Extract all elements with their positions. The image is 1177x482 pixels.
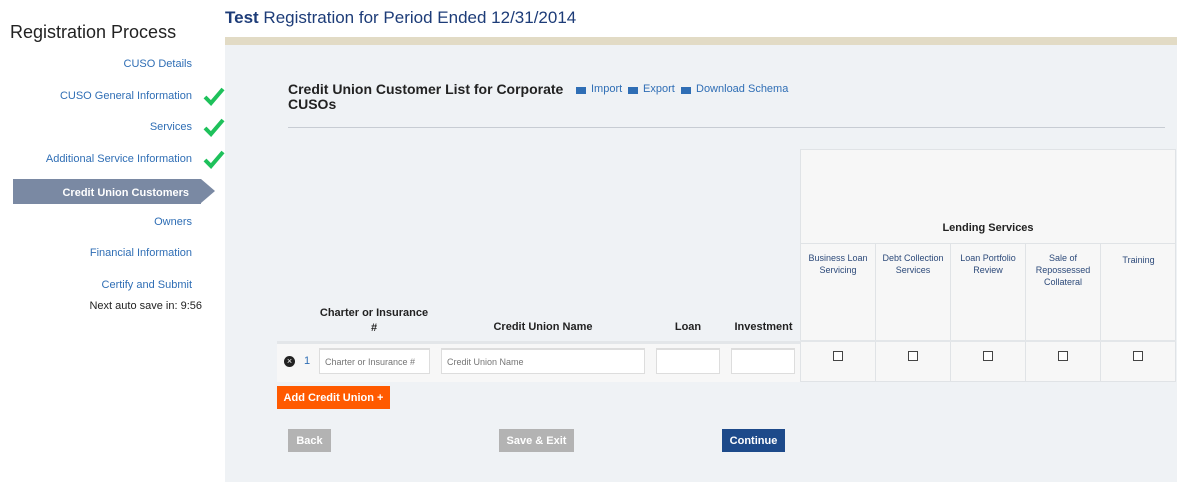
remove-row-icon[interactable]: × [284, 356, 295, 367]
download-schema-link[interactable]: Download Schema [681, 83, 788, 95]
business-loan-servicing-checkbox[interactable] [833, 351, 843, 361]
col-training: Training [1100, 243, 1176, 382]
nav-owners[interactable]: Owners [154, 216, 192, 228]
credit-union-name-input[interactable] [441, 348, 645, 374]
back-button[interactable]: Back [288, 429, 331, 452]
investment-input[interactable] [731, 348, 795, 374]
nav-certify-and-submit[interactable]: Certify and Submit [101, 279, 192, 291]
col-business-loan-servicing: Business Loan Servicing [800, 243, 875, 382]
import-link[interactable]: Import [576, 83, 622, 95]
nav-services[interactable]: Services [149, 121, 192, 133]
page-title: Test Registration for Period Ended 12/31… [225, 8, 576, 28]
col-loan-portfolio-review: Loan Portfolio Review [950, 243, 1025, 382]
checkmark-icon [203, 150, 225, 169]
checkmark-icon [203, 87, 225, 106]
nav-cuso-details[interactable]: CUSO Details [123, 58, 192, 70]
nav-credit-union-customers[interactable]: Credit Union Customers [13, 179, 201, 204]
sale-of-repossessed-collateral-checkbox[interactable] [1058, 351, 1068, 361]
nav-financial-information[interactable]: Financial Information [89, 247, 192, 259]
divider [288, 127, 1165, 128]
export-label: Export [643, 83, 675, 95]
row-number: 1 [304, 355, 311, 367]
export-icon [628, 84, 638, 94]
row-divider [800, 340, 1176, 342]
section-title: Credit Union Customer List for Corporate… [288, 81, 564, 112]
col-investment: Investment [734, 321, 793, 333]
nav-cuso-general-information[interactable]: CUSO General Information [59, 90, 192, 102]
download-icon [681, 84, 691, 94]
continue-button[interactable]: Continue [722, 429, 785, 452]
checkmark-icon [203, 118, 225, 137]
col-sale-of-repossessed-collateral: Sale of Repossessed Collateral [1025, 243, 1100, 382]
col-charter: Charter or Insurance # [319, 307, 429, 334]
autosave-status: Next auto save in: 9:56 [89, 300, 202, 312]
save-exit-button[interactable]: Save & Exit [499, 429, 574, 452]
export-link[interactable]: Export [628, 83, 675, 95]
col-credit-union-name: Credit Union Name [493, 321, 593, 333]
download-label: Download Schema [696, 83, 789, 95]
import-label: Import [591, 83, 623, 95]
debt-collection-services-checkbox[interactable] [908, 351, 918, 361]
loan-portfolio-review-checkbox[interactable] [983, 351, 993, 361]
col-debt-collection-services: Debt Collection Services [875, 243, 950, 382]
nav-additional-service-information[interactable]: Additional Service Information [45, 153, 192, 165]
lending-services-header: Lending Services [942, 222, 1034, 234]
title-rest: Registration for Period Ended 12/31/2014 [258, 8, 577, 27]
training-checkbox[interactable] [1133, 351, 1143, 361]
sidebar-title: Registration Process [10, 22, 177, 42]
loan-input[interactable] [656, 348, 720, 374]
header-band [225, 37, 1177, 45]
charter-input[interactable] [319, 348, 430, 374]
import-icon [576, 84, 586, 94]
add-credit-union-button[interactable]: Add Credit Union + [277, 386, 390, 409]
col-loan: Loan [674, 321, 702, 333]
active-arrow [201, 179, 215, 203]
title-bold: Test [225, 8, 259, 27]
lending-services-group [800, 149, 1176, 382]
